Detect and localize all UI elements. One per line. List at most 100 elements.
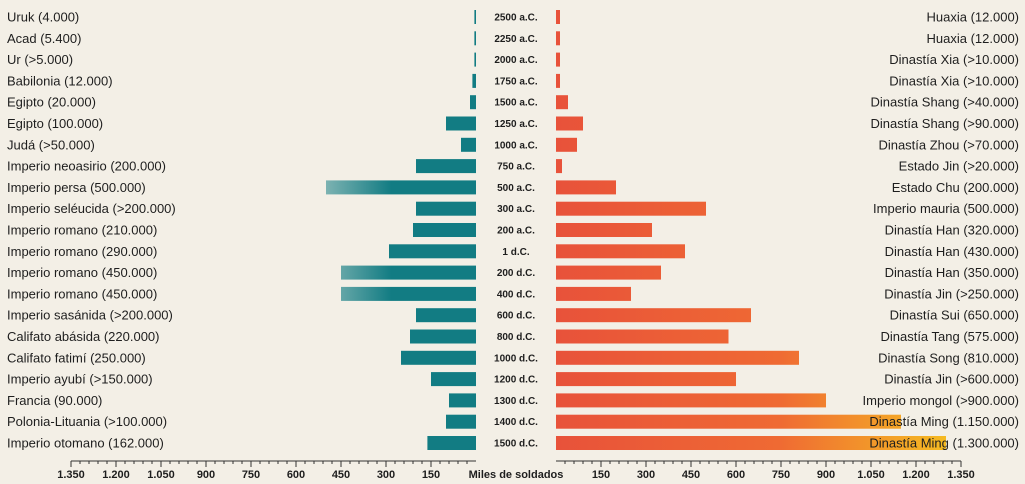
right-bar — [556, 223, 652, 237]
left-bar — [449, 393, 476, 408]
left-label: Imperio ayubí (>150.000) — [7, 372, 153, 387]
right-label: Dinastía Jin (>250.000) — [884, 286, 1019, 301]
left-label: Judá (>50.000) — [7, 137, 95, 152]
right-label: Dinastía Shang (>40.000) — [870, 95, 1019, 110]
right-label: Dinastía Tang (575.000) — [880, 329, 1019, 344]
left-bar — [474, 10, 476, 24]
left-label: Imperio neoasirio (200.000) — [7, 159, 166, 174]
year-label: 1750 a.C. — [494, 76, 538, 87]
year-label: 2250 a.C. — [494, 34, 538, 45]
right-label: Dinastía Jin (>600.000) — [884, 372, 1019, 387]
right-bars — [556, 10, 946, 450]
right-label: Estado Jin (>20.000) — [899, 159, 1019, 174]
left-bar — [470, 95, 476, 110]
left-bar — [474, 31, 476, 46]
right-label: Dinastía Shang (>90.000) — [870, 116, 1019, 131]
year-label: 200 d.C. — [497, 268, 536, 279]
right-bar — [556, 201, 706, 216]
year-label: 1250 a.C. — [494, 119, 538, 130]
right-label: Dinastía Ming (1.150.000) — [869, 414, 1019, 429]
right-label: Imperio mongol (>900.000) — [863, 393, 1019, 408]
left-bar — [410, 329, 476, 344]
right-bar — [556, 414, 901, 429]
right-bar — [556, 180, 616, 195]
right-label: Dinastía Han (350.000) — [885, 265, 1019, 280]
left-label: Polonia-Lituania (>100.000) — [7, 414, 167, 429]
left-tick-label: 300 — [377, 469, 395, 481]
left-label: Imperio romano (210.000) — [7, 223, 157, 238]
year-label: 200 a.C. — [497, 226, 535, 237]
left-bar — [401, 350, 476, 365]
right-label: Dinastía Ming (1.300.000) — [869, 436, 1019, 451]
right-label: Dinastía Han (320.000) — [885, 223, 1019, 238]
left-bar — [341, 265, 476, 280]
right-bar — [556, 116, 583, 131]
left-label: Ur (>5.000) — [7, 52, 73, 67]
left-bar — [389, 244, 476, 259]
left-label: Babilonia (12.000) — [7, 73, 113, 88]
left-bar — [461, 137, 476, 152]
right-label: Dinastía Zhou (>70.000) — [878, 137, 1019, 152]
right-label: Dinastía Han (430.000) — [885, 244, 1019, 259]
year-label: 400 d.C. — [497, 289, 536, 300]
year-label: 2000 a.C. — [494, 55, 538, 66]
right-labels: Huaxia (12.000) Huaxia (12.000) Dinastía X… — [863, 10, 1019, 451]
right-tick-label: 450 — [682, 469, 700, 481]
right-bar — [556, 372, 736, 387]
left-labels: Uruk (4.000) Acad (5.400) Ur (>5.000) Babil… — [7, 10, 176, 451]
year-label: 300 a.C. — [497, 204, 535, 215]
year-labels: 2500 a.C. 2250 a.C. 2000 a.C. 1750 a.C. 1500… — [494, 13, 538, 450]
right-tick-label: 150 — [592, 469, 610, 481]
left-bar — [341, 286, 476, 301]
left-tick-label: 1.350 — [57, 469, 85, 481]
right-label: Dinastía Xia (>10.000) — [889, 73, 1019, 88]
right-bar — [556, 52, 560, 67]
left-bars — [326, 10, 476, 450]
left-tick-label: 900 — [197, 469, 215, 481]
left-label: Egipto (100.000) — [7, 116, 103, 131]
year-label: 1500 d.C. — [494, 439, 538, 450]
left-bar — [416, 308, 476, 323]
right-bar — [556, 308, 751, 323]
left-bar — [472, 73, 476, 88]
left-tick-label: 150 — [422, 469, 440, 481]
left-bar — [416, 201, 476, 216]
right-bar — [556, 393, 826, 408]
right-bar — [556, 10, 560, 24]
right-bar — [556, 286, 631, 301]
left-label: Imperio romano (290.000) — [7, 244, 157, 259]
right-tick-label: 300 — [637, 469, 655, 481]
x-axis-title: Miles de soldados — [469, 469, 564, 481]
right-tick-label: 750 — [772, 469, 790, 481]
left-label: Imperio sasánida (>200.000) — [7, 308, 173, 323]
left-bar — [474, 52, 476, 67]
right-label: Huaxia (12.000) — [927, 31, 1020, 46]
right-label: Estado Chu (200.000) — [892, 180, 1019, 195]
x-axis: 1.350 1.350 1.200 1.200 1.050 1.050 900 900 750 7… — [57, 460, 975, 481]
right-bar — [556, 31, 560, 46]
left-label: Imperio romano (450.000) — [7, 286, 157, 301]
left-bar — [326, 180, 476, 195]
left-bar — [427, 436, 476, 450]
year-label: 1200 d.C. — [494, 375, 538, 386]
left-tick-label: 750 — [242, 469, 260, 481]
left-label: Francia (90.000) — [7, 393, 102, 408]
right-tick-label: 1.350 — [947, 469, 975, 481]
left-label: Imperio seléucida (>200.000) — [7, 201, 176, 216]
left-bar — [431, 372, 476, 387]
right-bar — [556, 95, 568, 110]
left-tick-label: 1.050 — [147, 469, 175, 481]
left-tick-label: 1.200 — [102, 469, 130, 481]
left-bar — [446, 116, 476, 131]
left-label: Imperio otomano (162.000) — [7, 436, 164, 451]
year-label: 500 a.C. — [497, 183, 535, 194]
left-tick-label: 450 — [332, 469, 350, 481]
left-bar — [413, 223, 476, 237]
year-label: 1 d.C. — [502, 247, 529, 258]
left-bar — [416, 159, 476, 174]
right-bar — [556, 436, 946, 450]
left-label: Califato abásida (220.000) — [7, 329, 160, 344]
left-tick-label: 600 — [287, 469, 305, 481]
right-bar — [556, 159, 562, 174]
